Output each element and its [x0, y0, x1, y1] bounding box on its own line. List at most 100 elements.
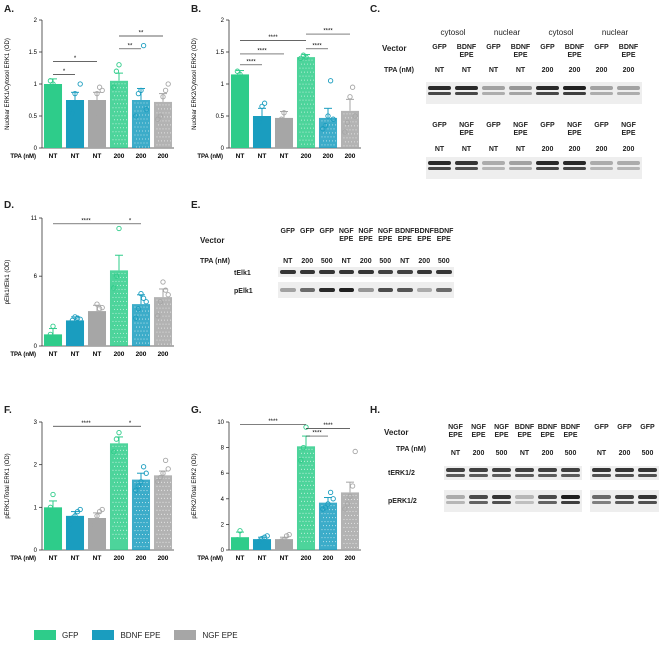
- bar-pattern-dot: [156, 509, 158, 511]
- bar-pattern-dot: [113, 505, 116, 507]
- lane-label: BDNF EPE: [395, 228, 415, 244]
- data-point: [344, 501, 351, 507]
- bar-pattern-dot: [157, 505, 160, 507]
- bar-pattern-dot: [350, 133, 353, 135]
- bar-pattern-dot: [308, 456, 310, 458]
- lane-label-line: BDNF: [434, 228, 454, 235]
- x-tick-label: 200: [345, 153, 356, 160]
- bar-pattern-dot: [143, 118, 145, 120]
- bar-pattern-dot: [343, 494, 345, 496]
- bar-pattern-dot: [305, 488, 307, 490]
- bar-pattern-dot: [300, 532, 303, 534]
- bar-pattern-dot: [321, 505, 323, 507]
- blot-band: [561, 501, 580, 504]
- bar-pattern-dot: [122, 143, 125, 145]
- bar-pattern-dot: [119, 513, 122, 515]
- bar-pattern-dot: [302, 504, 304, 506]
- bar-pattern-dot: [328, 525, 331, 527]
- bar-pattern-dot: [300, 452, 303, 454]
- lane-label-line: BDNF: [456, 44, 477, 51]
- vector-label: Vector: [382, 44, 407, 53]
- blot-band: [638, 468, 657, 472]
- bar-pattern-dot: [166, 505, 169, 507]
- bar-pattern-dot: [312, 127, 315, 129]
- vector-label: Vector: [200, 236, 225, 245]
- bar-pattern-dot: [346, 121, 348, 123]
- bar-pattern-dot: [135, 130, 138, 132]
- bar-pattern-dot: [115, 123, 117, 125]
- bar-pattern-dot: [331, 533, 334, 535]
- bar-pattern-dot: [143, 530, 145, 532]
- bar-pattern-dot: [121, 493, 123, 495]
- bar-pattern-dot: [312, 532, 315, 534]
- bar-pattern-dot: [119, 332, 122, 334]
- data-point: [50, 491, 56, 498]
- bar-pattern-dot: [141, 106, 144, 108]
- bar-pattern-dot: [162, 112, 164, 114]
- bar-pattern-dot: [333, 505, 335, 507]
- bar-pattern-dot: [344, 522, 347, 524]
- data-point: [160, 470, 166, 476]
- legend-swatch: [174, 630, 197, 640]
- bar-pattern-dot: [124, 139, 126, 141]
- tpa-value: NT: [515, 146, 526, 153]
- bar-pattern-dot: [143, 134, 145, 136]
- fraction-label: cytosol: [548, 28, 574, 37]
- tpa-value: NT: [461, 146, 472, 153]
- blot-band: [592, 474, 611, 477]
- x-tick-label: NT: [258, 555, 267, 562]
- bar-pattern-dot: [166, 311, 169, 313]
- bar-pattern-dot: [303, 127, 306, 129]
- data-point: [69, 317, 76, 324]
- bar-pattern-dot: [305, 448, 307, 450]
- bar-pattern-dot: [311, 67, 313, 69]
- blot-band: [446, 495, 465, 499]
- bar-pattern-dot: [331, 509, 334, 511]
- blot-band: [538, 501, 557, 504]
- bar-pattern-dot: [168, 493, 170, 495]
- bar-pattern-dot: [311, 99, 313, 101]
- bar-pattern-dot: [328, 509, 331, 511]
- bar-pattern-dot: [115, 533, 117, 535]
- bar-pattern-dot: [138, 542, 141, 544]
- bar-pattern-dot: [299, 67, 301, 69]
- bar-pattern-dot: [299, 480, 301, 482]
- bar-pattern-dot: [330, 505, 332, 507]
- bar-pattern-dot: [144, 326, 147, 328]
- bar-pattern-dot: [141, 534, 144, 536]
- blot-band: [319, 270, 335, 274]
- bar-pattern-dot: [334, 517, 337, 519]
- bar: [340, 492, 360, 550]
- bar-pattern-dot: [162, 136, 164, 138]
- bar-pattern-dot: [140, 522, 142, 524]
- bar-pattern-dot: [112, 296, 114, 298]
- bar-pattern-dot: [356, 530, 359, 532]
- legend-swatch: [92, 630, 115, 640]
- bar-pattern-dot: [124, 107, 126, 109]
- lane-label-line: EPE: [448, 432, 463, 439]
- bar-pattern-dot: [112, 517, 114, 519]
- data-point: [237, 528, 243, 534]
- bar-pattern-dot: [115, 91, 117, 93]
- blot-band: [358, 288, 374, 292]
- lane-label-line: EPE: [459, 130, 474, 137]
- tpa-label: TPA (nM): [200, 258, 230, 265]
- bar-pattern-dot: [324, 136, 326, 138]
- bar-pattern-dot: [355, 534, 357, 536]
- bar-pattern-dot: [306, 500, 309, 502]
- blot-band: [563, 92, 586, 95]
- bar: [43, 507, 63, 550]
- bar-pattern-dot: [334, 525, 337, 527]
- x-tick-label: 200: [158, 351, 169, 358]
- bar-pattern-dot: [308, 520, 310, 522]
- bar-pattern-dot: [116, 521, 119, 523]
- data-point: [155, 116, 161, 122]
- bar-pattern-dot: [156, 525, 158, 527]
- bar-pattern-dot: [168, 533, 170, 535]
- bar-pattern-dot: [143, 522, 145, 524]
- bar-pattern-dot: [325, 533, 328, 535]
- bar-pattern-dot: [303, 468, 306, 470]
- bar-pattern-dot: [352, 534, 354, 536]
- bar-pattern-dot: [122, 135, 125, 137]
